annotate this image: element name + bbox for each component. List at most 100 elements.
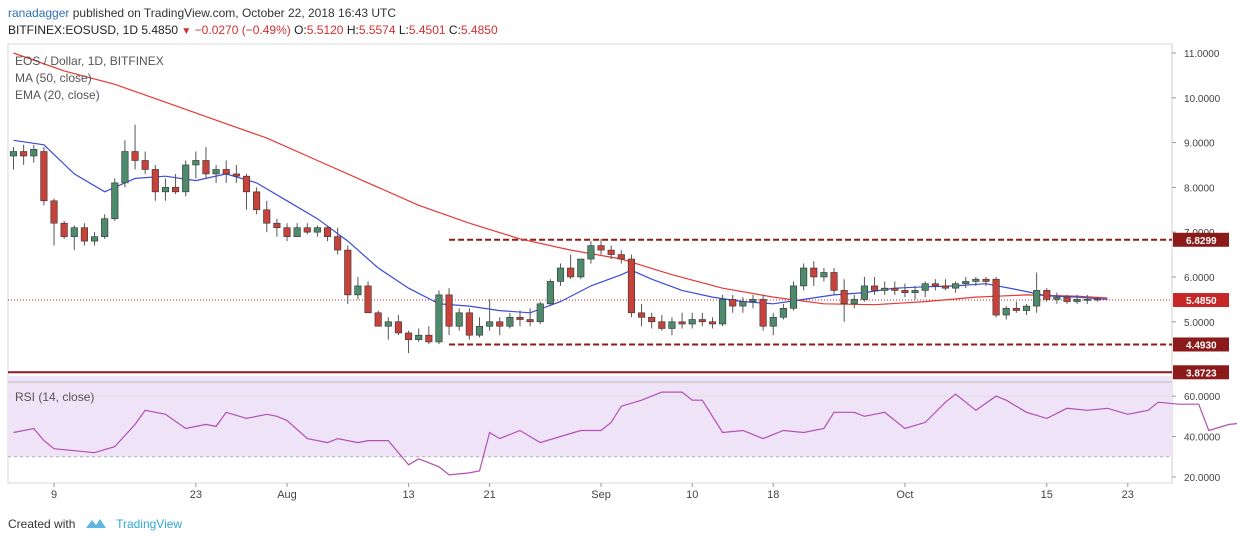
candle-body: [425, 334, 433, 343]
price-tick-label: 5.0000: [1184, 318, 1215, 329]
candle: [870, 276, 879, 295]
price-tick-label: 10.0000: [1184, 94, 1221, 105]
candle: [789, 281, 798, 311]
candle: [638, 303, 646, 327]
candle: [293, 223, 301, 237]
candle-body: [151, 169, 159, 193]
candle: [972, 276, 980, 286]
candle: [769, 312, 777, 336]
candle: [668, 317, 676, 336]
candle: [607, 245, 615, 260]
down-arrow-icon: ▼: [181, 26, 192, 37]
chart-title: EOS / Dollar, 1D, BITFINEX: [15, 54, 164, 68]
candle-body: [810, 267, 818, 278]
candle-body: [9, 151, 18, 157]
candle-body: [901, 290, 909, 293]
rsi-legend: RSI (14, close): [15, 390, 95, 404]
high-label: H:: [346, 23, 359, 37]
candle-body: [638, 312, 646, 318]
close-label: C:: [448, 23, 461, 37]
ema-legend: EMA (20, close): [15, 88, 100, 102]
candle: [1063, 294, 1071, 304]
candle-body: [303, 227, 311, 233]
candle-body: [212, 169, 220, 175]
candle: [962, 276, 970, 289]
candle: [729, 294, 737, 313]
candle: [556, 263, 565, 286]
candle-body: [779, 308, 787, 318]
candle-body: [668, 321, 676, 329]
candle-body: [698, 319, 706, 323]
candle: [860, 276, 868, 302]
candle-body: [972, 278, 980, 282]
candle: [283, 223, 291, 242]
candle: [1073, 294, 1081, 304]
time-tick-label: 23: [1122, 489, 1134, 501]
candle: [344, 245, 352, 304]
candle: [80, 223, 88, 246]
candle-body: [1012, 308, 1020, 311]
time-tick-label: 23: [190, 489, 202, 501]
candle-body: [617, 254, 625, 260]
candle-body: [131, 151, 139, 161]
candle: [101, 214, 109, 239]
ohlc-line: BITFINEX:EOSUSD, 1D 5.4850 ▼ −0.0270 (−0…: [8, 23, 498, 37]
candle-body: [394, 321, 402, 334]
candle: [20, 144, 28, 165]
candle-body: [323, 227, 332, 237]
level-tag: [1173, 232, 1229, 247]
candle: [364, 281, 372, 314]
time-tick-label: Sep: [591, 489, 611, 501]
candle: [425, 326, 433, 345]
candle-body: [455, 312, 463, 327]
candle-body: [384, 321, 392, 327]
candle: [546, 279, 554, 307]
candle-body: [1073, 299, 1081, 302]
candle-body: [729, 299, 737, 307]
ma-legend: MA (50, close): [15, 71, 92, 85]
candle-body: [921, 283, 929, 291]
candle-body: [30, 148, 38, 157]
candle-body: [435, 294, 443, 343]
footer: Created with TradingView: [8, 517, 182, 532]
candle: [222, 160, 230, 183]
candle-body: [293, 227, 301, 237]
ma50-line: [13, 52, 1108, 306]
candle-body: [273, 222, 281, 228]
candle-body: [719, 299, 727, 325]
candle: [627, 254, 635, 318]
candle: [475, 317, 484, 338]
candle: [1022, 303, 1031, 316]
candle: [658, 315, 666, 331]
low-label: L:: [398, 23, 409, 37]
rsi-line: [13, 391, 1237, 476]
candle-body: [587, 245, 595, 260]
candle: [901, 283, 909, 298]
candle-body: [90, 236, 99, 242]
candle: [931, 279, 939, 291]
rsi-band: [8, 375, 1172, 457]
candle-body: [242, 175, 251, 193]
candle: [506, 312, 514, 329]
time-tick-label: 21: [483, 489, 495, 501]
candle: [232, 164, 240, 183]
created-with-label: Created with: [8, 517, 76, 531]
candle: [850, 294, 858, 309]
price-tick-label: 8.0000: [1184, 183, 1215, 194]
candle-body: [60, 222, 68, 237]
candle-body: [1022, 305, 1031, 311]
open-value: 5.5120: [306, 23, 344, 37]
level-label: 6.8299: [1186, 236, 1217, 247]
tradingview-logo-icon: [85, 517, 107, 532]
candle-body: [800, 267, 808, 287]
tradingview-link[interactable]: TradingView: [116, 517, 183, 531]
candle-body: [202, 160, 210, 175]
rsi-tick-label: 60.0000: [1184, 392, 1221, 403]
candle-body: [688, 319, 696, 325]
author-link[interactable]: ranadagger: [8, 6, 70, 20]
candle: [830, 268, 838, 295]
candle-body: [40, 151, 48, 202]
candle-body: [445, 294, 453, 327]
candle-body: [881, 287, 889, 291]
